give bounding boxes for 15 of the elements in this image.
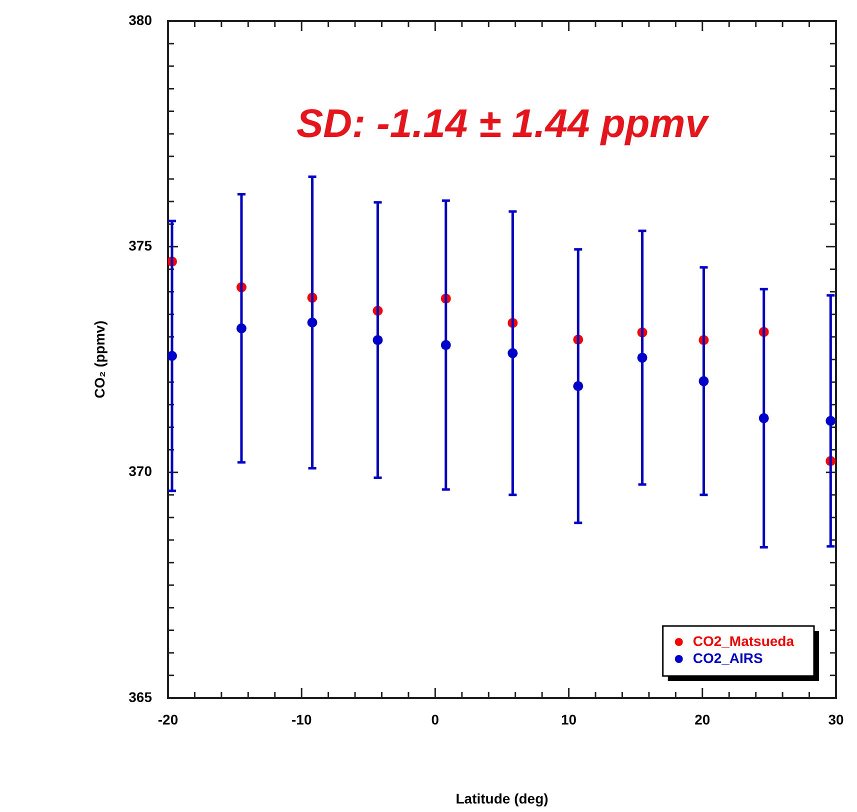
y-tick-label: 365 [128, 688, 152, 705]
x-tick-label: 0 [431, 711, 440, 728]
legend-label: CO2_Matsueda [692, 632, 794, 649]
y-tick-label: 375 [128, 238, 152, 254]
x-axis-title: Latitude (deg) [456, 790, 548, 806]
legend-label: CO2_AIRS [692, 650, 763, 666]
x-tick-label: -20 [158, 711, 178, 728]
annotation: SD: -1.14 ± 1.44 ppmv [296, 102, 710, 146]
y-tick-label: 380 [128, 12, 152, 28]
x-tick-label: 20 [694, 711, 710, 728]
x-tick-label: 10 [561, 711, 577, 728]
y-axis-title: CO₂ (ppmv) [91, 320, 108, 398]
y-tick-label: 370 [128, 463, 152, 480]
x-tick-label: 30 [828, 711, 844, 728]
x-tick-label: -10 [291, 711, 312, 728]
